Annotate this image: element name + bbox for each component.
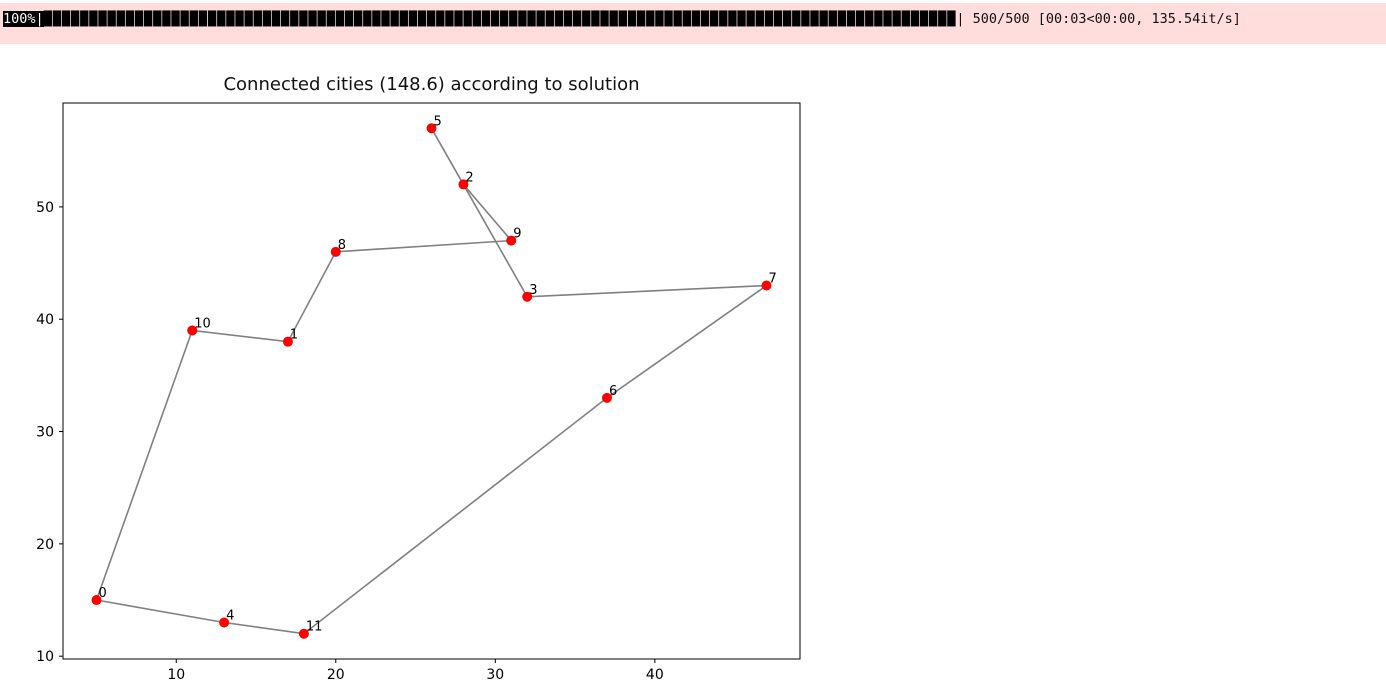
city-point bbox=[601, 392, 612, 403]
city-label: 2 bbox=[465, 170, 473, 185]
city-point bbox=[761, 280, 772, 291]
y-tick-label: 20 bbox=[36, 537, 54, 553]
x-tick-label: 40 bbox=[646, 667, 664, 683]
progress-bar-fill: ████████████████████████████████████████… bbox=[43, 11, 957, 27]
city-point bbox=[91, 595, 102, 606]
plot-frame bbox=[62, 102, 801, 660]
progress-stats: | 500/500 [00:03<00:00, 135.54it/s] bbox=[956, 11, 1241, 27]
city-point bbox=[458, 179, 469, 190]
y-tick-label: 40 bbox=[36, 312, 54, 328]
city-point bbox=[219, 617, 230, 628]
city-label: 1 bbox=[290, 328, 298, 343]
city-label: 0 bbox=[99, 586, 107, 601]
city-label: 8 bbox=[338, 238, 346, 253]
city-label: 9 bbox=[513, 227, 521, 242]
city-point bbox=[298, 628, 309, 639]
city-point bbox=[282, 336, 293, 347]
y-tick-label: 50 bbox=[36, 200, 54, 216]
city-label: 5 bbox=[434, 114, 442, 129]
city-label: 7 bbox=[769, 272, 777, 287]
x-tick-label: 30 bbox=[486, 667, 504, 683]
tqdm-progress-bar: 100%|███████████████████████████████████… bbox=[3, 10, 1383, 29]
progress-percent: 100%| bbox=[3, 11, 44, 27]
x-tick-label: 20 bbox=[327, 667, 345, 683]
city-point bbox=[506, 235, 517, 246]
city-label: 6 bbox=[609, 384, 617, 399]
figure-output: Connected cities (148.6) according to so… bbox=[0, 74, 820, 693]
city-label: 10 bbox=[194, 316, 211, 331]
y-tick-label: 30 bbox=[36, 425, 54, 441]
city-point bbox=[187, 325, 198, 336]
city-point bbox=[522, 291, 533, 302]
city-point bbox=[330, 246, 341, 257]
city-point bbox=[426, 123, 437, 134]
city-label: 3 bbox=[529, 283, 537, 298]
tsp-tour-chart: 10 20 30 40 10 20 30 40 50 0 1 2 3 4 5 6 7 8 9 10 11 bbox=[36, 102, 801, 683]
chart-title: Connected cities (148.6) according to so… bbox=[223, 74, 640, 95]
stderr-progress-output: 100%|███████████████████████████████████… bbox=[0, 3, 1386, 44]
city-label: 4 bbox=[226, 608, 234, 623]
city-label: 11 bbox=[306, 620, 323, 635]
x-tick-label: 10 bbox=[167, 667, 185, 683]
y-tick-label: 10 bbox=[36, 649, 54, 665]
